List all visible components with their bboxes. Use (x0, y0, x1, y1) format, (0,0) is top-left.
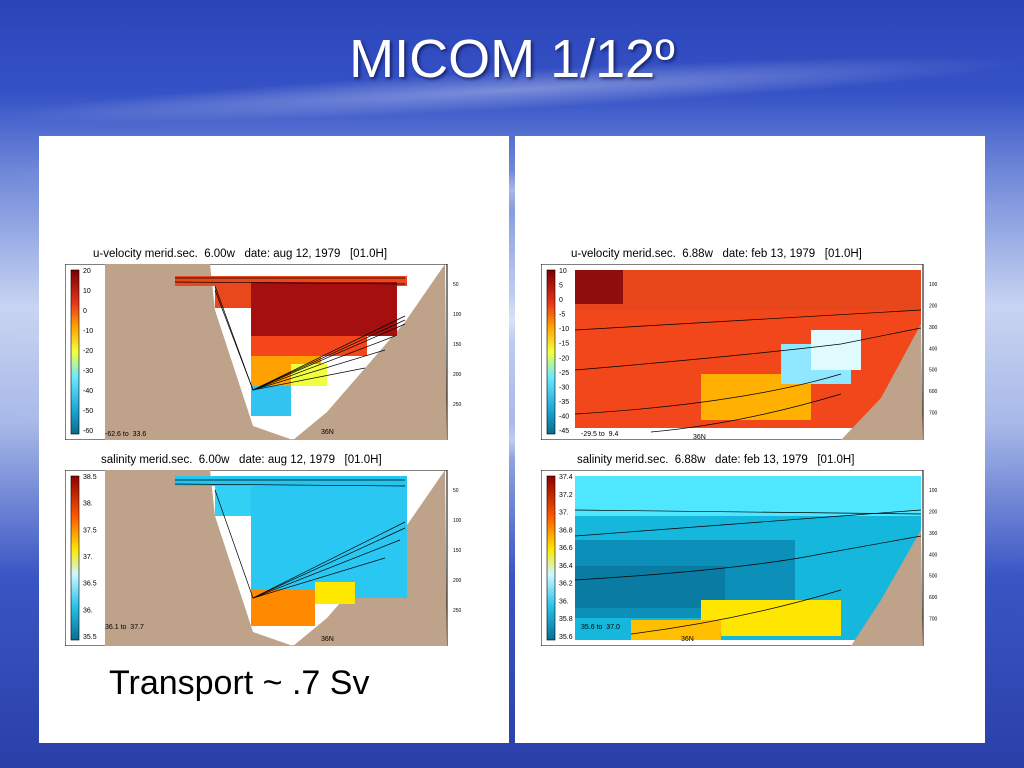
x-label: 36N (321, 429, 334, 436)
range-label: 35.6 to 37.0 (581, 624, 620, 631)
colorbar-tick-label: 35.5 (83, 634, 97, 641)
colorbar-tick-label: 36. (83, 607, 93, 614)
depth-tick-label: 150 (453, 548, 462, 554)
plot-title: salinity merid.sec. 6.88w date: feb 13, … (577, 454, 855, 466)
left-panel: u-velocity merid.sec. 6.00w date: aug 12… (39, 136, 509, 743)
depth-tick-label: 300 (929, 325, 938, 331)
colorbar-tick-label: 37. (83, 554, 93, 561)
land-east (293, 264, 447, 440)
colorbar-tick-label: 35.8 (559, 616, 573, 623)
land-west (105, 264, 293, 440)
colorbar-tick-label: -10 (83, 328, 93, 335)
range-label: 36.1 to 37.7 (105, 624, 144, 631)
colorbar-tick-label: 5 (559, 283, 563, 290)
depth-tick-label: 50 (453, 488, 459, 494)
colorbar-tick-label: 35.6 (559, 634, 573, 641)
contour-lines (174, 277, 406, 391)
colorbar (70, 269, 80, 435)
slide-title: MICOM 1/12º (349, 29, 675, 89)
plot-title: u-velocity merid.sec. 6.88w date: feb 13… (571, 248, 862, 260)
colorbar-tick-label: -15 (559, 341, 569, 348)
uvel-feb-plot: 10 5 0 -5 -10 -15 -20 -25 -30 -35 -40 -45 100 200 300 4… (541, 264, 938, 440)
depth-tick-label: 100 (929, 488, 938, 494)
plot-title: salinity merid.sec. 6.00w date: aug 12, … (101, 454, 382, 466)
colorbar-tick-label: 38. (83, 501, 93, 508)
depth-tick-label: 100 (929, 282, 938, 288)
depth-tick-label: 100 (453, 518, 462, 524)
salinity-feb-plot: 37.4 37.2 37. 36.8 36.6 36.4 36.2 36. 35.8 35.6 10… (541, 470, 938, 646)
colorbar-tick-label: -30 (559, 384, 569, 391)
depth-tick-label: 700 (929, 411, 938, 417)
colorbar-tick-label: -35 (559, 399, 569, 406)
depth-tick-label: 250 (453, 608, 462, 614)
depth-tick-label: 300 (929, 531, 938, 537)
depth-tick-label: 500 (929, 368, 938, 374)
colorbar-tick-label: 36. (559, 598, 569, 605)
range-label: -29.5 to 9.4 (581, 431, 619, 438)
colorbar-tick-label: 10 (83, 288, 91, 295)
depth-tick-label: 500 (929, 574, 938, 580)
depth-tick-label: 200 (929, 303, 938, 309)
colorbar-tick-label: -5 (559, 312, 565, 319)
depth-tick-label: 50 (453, 282, 459, 288)
depth-tick-label: 400 (929, 346, 938, 352)
depth-tick-label: 600 (929, 389, 938, 395)
depth-tick-label: 400 (929, 552, 938, 558)
colorbar-tick-label: -40 (83, 388, 93, 395)
colorbar-tick-label: -45 (559, 428, 569, 435)
depth-tick-label: 600 (929, 595, 938, 601)
colorbar-tick-label: 0 (83, 308, 87, 315)
depth-tick-label: 700 (929, 617, 938, 623)
colorbar-tick-label: -25 (559, 370, 569, 377)
colorbar-tick-label: -10 (559, 326, 569, 333)
colorbar-tick-label: 37. (559, 510, 569, 517)
salinity-aug-plot: 38.5 38. 37.5 37. 36.5 36. 35.5 50 100 150 200 250 (65, 470, 462, 646)
colorbar-tick-label: -40 (559, 413, 569, 420)
colorbar-tick-label: 36.4 (559, 563, 573, 570)
x-label: 36N (321, 636, 334, 643)
colorbar-tick-label: -60 (83, 428, 93, 435)
depth-tick-label: 200 (453, 578, 462, 584)
colorbar (70, 475, 80, 641)
x-label: 36N (681, 636, 694, 643)
colorbar-tick-label: -50 (83, 408, 93, 415)
depth-tick-label: 200 (929, 509, 938, 515)
right-panel: u-velocity merid.sec. 6.88w date: feb 13… (515, 136, 985, 743)
x-label: 36N (693, 434, 706, 441)
colorbar-tick-label: 0 (559, 297, 563, 304)
colorbar-tick-label: 36.5 (83, 581, 97, 588)
plot-title: u-velocity merid.sec. 6.00w date: aug 12… (93, 248, 388, 260)
depth-tick-label: 100 (453, 312, 462, 318)
transport-label: Transport ~ .7 Sv (109, 664, 370, 702)
depth-tick-label: 250 (453, 402, 462, 408)
colorbar-tick-label: 37.4 (559, 474, 573, 481)
colorbar-tick-label: 37.2 (559, 492, 573, 499)
depth-tick-label: 200 (453, 372, 462, 378)
depth-tick-label: 150 (453, 342, 462, 348)
colorbar-tick-label: -20 (559, 355, 569, 362)
colorbar-tick-label: 20 (83, 268, 91, 275)
colorbar-tick-label: 36.2 (559, 581, 573, 588)
colorbar-tick-label: -30 (83, 368, 93, 375)
range-label: -62.6 to 33.6 (105, 431, 147, 438)
colorbar-tick-label: -20 (83, 348, 93, 355)
colorbar-tick-label: 37.5 (83, 527, 97, 534)
colorbar-tick-label: 36.8 (559, 527, 573, 534)
colorbar-tick-label: 38.5 (83, 474, 97, 481)
colorbar-tick-label: 36.6 (559, 545, 573, 552)
colorbar-tick-label: 10 (559, 268, 567, 275)
